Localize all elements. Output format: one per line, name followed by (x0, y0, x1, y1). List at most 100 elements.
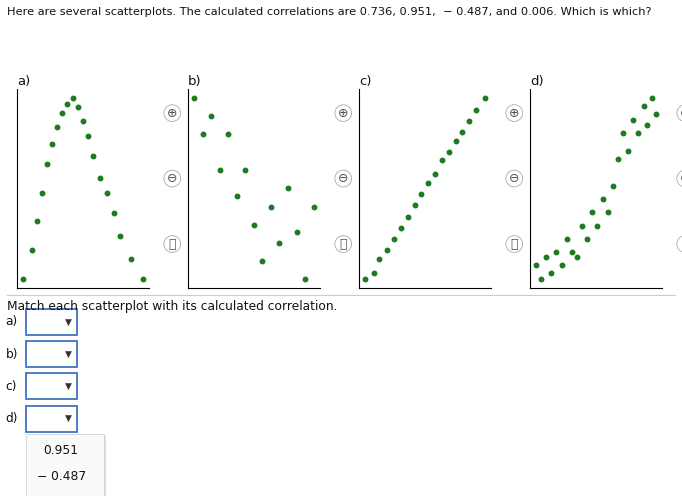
Point (577, 222, 588, 230)
Text: ▼: ▼ (65, 317, 72, 326)
Point (647, 94, 657, 102)
Point (77, 117, 88, 125)
Point (396, 224, 406, 232)
Point (26, 246, 37, 254)
Point (359, 275, 370, 283)
Text: ⊖: ⊖ (338, 172, 349, 185)
Point (299, 275, 310, 283)
Point (282, 185, 293, 192)
Text: ⊕: ⊕ (680, 107, 682, 120)
Point (257, 256, 268, 264)
Text: ⊖: ⊖ (167, 172, 177, 185)
Point (291, 228, 302, 236)
Point (137, 275, 148, 283)
Point (197, 130, 208, 138)
Point (83, 131, 93, 139)
Text: ⊕: ⊕ (167, 107, 177, 120)
Point (464, 117, 475, 125)
Point (471, 106, 481, 114)
Point (231, 192, 242, 200)
Point (642, 121, 653, 129)
Point (18, 275, 29, 283)
Point (597, 195, 608, 203)
Point (628, 116, 639, 124)
Point (618, 129, 629, 137)
Point (612, 155, 623, 163)
Text: ⧉: ⧉ (168, 238, 176, 250)
Point (57, 109, 68, 117)
Point (67, 94, 78, 102)
Point (373, 255, 384, 263)
Point (87, 152, 98, 160)
Point (608, 182, 619, 190)
Point (551, 248, 562, 256)
Text: ⧉: ⧉ (511, 238, 518, 250)
Point (623, 147, 634, 155)
Point (382, 247, 393, 254)
Point (368, 269, 379, 277)
Text: ⧉: ⧉ (340, 238, 347, 250)
Point (638, 102, 649, 110)
Point (52, 123, 63, 131)
Point (436, 156, 447, 164)
Point (546, 269, 557, 277)
Text: b): b) (188, 75, 202, 88)
Point (46, 140, 57, 148)
Point (188, 94, 199, 102)
Point (567, 248, 578, 256)
Point (42, 160, 53, 168)
Point (535, 275, 546, 283)
Point (274, 239, 285, 247)
Point (443, 148, 454, 156)
Text: − 0.487: − 0.487 (37, 470, 86, 483)
Point (409, 201, 420, 209)
Point (602, 208, 613, 216)
Point (650, 110, 661, 118)
Text: ⊖: ⊖ (680, 172, 682, 185)
Text: c): c) (359, 75, 372, 88)
Point (561, 235, 572, 243)
Point (62, 100, 73, 108)
Point (423, 179, 434, 187)
Point (115, 232, 126, 240)
Point (556, 261, 567, 269)
Point (248, 221, 259, 229)
Text: ⊕: ⊕ (509, 107, 520, 120)
Point (457, 128, 468, 136)
Text: ▼: ▼ (65, 382, 72, 391)
Point (402, 213, 413, 221)
Text: Match each scatterplot with its calculated correlation.: Match each scatterplot with its calculat… (7, 300, 338, 313)
Point (94, 175, 105, 183)
Point (240, 167, 251, 175)
Point (223, 130, 234, 138)
Text: Here are several scatterplots. The calculated correlations are 0.736, 0.951,  − : Here are several scatterplots. The calcu… (7, 7, 651, 17)
Point (214, 167, 225, 175)
Point (108, 209, 119, 217)
Text: c): c) (5, 380, 17, 393)
Text: a): a) (5, 315, 18, 328)
Text: ⊖: ⊖ (509, 172, 520, 185)
Point (541, 253, 552, 261)
Point (572, 253, 582, 261)
Point (265, 202, 276, 210)
Point (308, 202, 319, 210)
Text: ▼: ▼ (65, 414, 72, 423)
Text: 0.951: 0.951 (44, 444, 78, 457)
Point (125, 254, 136, 262)
Point (36, 189, 47, 197)
Point (592, 222, 603, 230)
Text: a): a) (17, 75, 30, 88)
Point (72, 103, 83, 111)
Point (206, 113, 217, 121)
Point (582, 235, 593, 243)
Point (587, 208, 598, 216)
Point (633, 129, 644, 137)
Point (389, 235, 400, 243)
Point (416, 190, 427, 198)
Point (101, 189, 112, 197)
Point (450, 136, 461, 144)
Text: d): d) (530, 75, 544, 88)
Point (31, 217, 42, 225)
Point (531, 261, 542, 269)
Text: d): d) (5, 412, 18, 425)
